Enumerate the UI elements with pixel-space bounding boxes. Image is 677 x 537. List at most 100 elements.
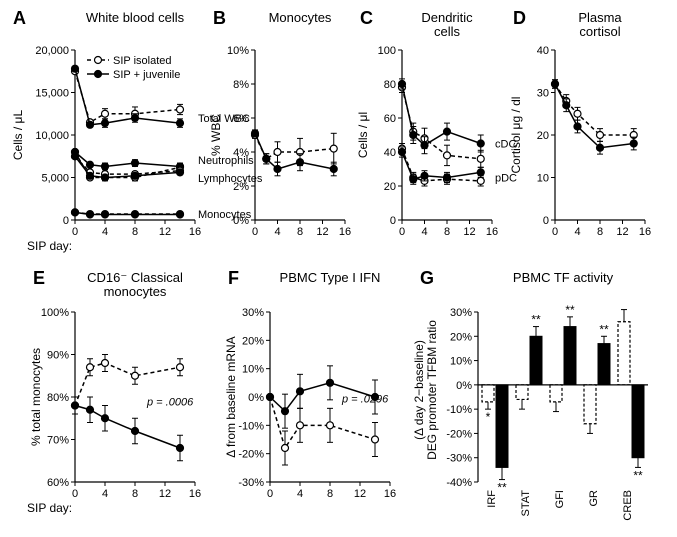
ytick-label: 40 — [384, 147, 396, 159]
xtick-label: 0 — [252, 226, 258, 238]
y-axis-label: Cortisol μg / dl — [509, 97, 523, 174]
ytick-label: -40% — [446, 477, 472, 489]
ytick-label: -30% — [238, 477, 264, 489]
xtick-label: 4 — [274, 226, 280, 238]
p-value: p = .0006 — [146, 397, 194, 409]
legend-juvenile: SIP + juvenile — [113, 69, 180, 81]
xtick-label: 12 — [463, 226, 475, 238]
panel-title: Monocytes — [269, 10, 332, 25]
panel-title: Plasma — [578, 10, 622, 25]
xtick-label: 4 — [102, 488, 108, 500]
panel-letter: A — [13, 8, 26, 28]
xtick-label: 16 — [339, 226, 351, 238]
category-label: GFI — [554, 490, 566, 508]
ytick-label: 6% — [233, 113, 249, 125]
panel-title: PBMC TF activity — [513, 270, 614, 285]
ytick-label: 30% — [242, 307, 264, 319]
sig-star: ** — [565, 303, 575, 317]
bar-iso — [584, 385, 596, 424]
ytick-label: 4% — [233, 147, 249, 159]
y-axis-label: Δ from baseline mRNA — [224, 336, 238, 457]
ytick-label: 30 — [537, 88, 549, 100]
ytick-label: 10,000 — [35, 130, 69, 142]
y-axis-label: % WBC — [209, 114, 223, 156]
ytick-label: 0 — [543, 215, 549, 227]
x-axis-label: SIP day: — [27, 239, 72, 253]
ytick-label: 0% — [456, 380, 472, 392]
xtick-label: 0 — [399, 226, 405, 238]
ytick-label: 0 — [63, 215, 69, 227]
ytick-label: 60% — [47, 477, 69, 489]
y-axis-label: (Δ day 2−baseline) — [412, 340, 426, 440]
panel-title: Dendritic — [421, 10, 473, 25]
xtick-label: 16 — [189, 488, 201, 500]
ytick-label: -10% — [446, 404, 472, 416]
sig-star: * — [486, 410, 491, 424]
xtick-label: 16 — [189, 226, 201, 238]
sig-star: ** — [633, 468, 643, 482]
ytick-label: -30% — [446, 453, 472, 465]
bar-iso — [618, 322, 630, 385]
ytick-label: 30% — [450, 307, 472, 319]
panel-letter: C — [360, 8, 373, 28]
panel-title: cortisol — [579, 24, 620, 39]
xtick-label: 8 — [132, 226, 138, 238]
ytick-label: -20% — [446, 428, 472, 440]
ytick-label: 100 — [378, 45, 396, 57]
ytick-label: 15,000 — [35, 88, 69, 100]
xtick-label: 8 — [132, 488, 138, 500]
ytick-label: 2% — [233, 181, 249, 193]
ytick-label: 20 — [384, 181, 396, 193]
panel-G: GPBMC TF activity-40%-30%-20%-10%0%10%20… — [412, 268, 648, 521]
bar-juv — [632, 385, 644, 458]
xtick-label: 0 — [267, 488, 273, 500]
category-label: IRF — [486, 490, 498, 508]
xtick-label: 16 — [486, 226, 498, 238]
xtick-label: 12 — [354, 488, 366, 500]
ytick-label: 60 — [384, 113, 396, 125]
ytick-label: 5,000 — [41, 173, 69, 185]
panel-D: DPlasmacortisol0102030400481216Cortisol … — [509, 8, 651, 238]
panel-letter: B — [213, 8, 226, 28]
xtick-label: 4 — [421, 226, 427, 238]
p-value: p = .0296 — [341, 394, 389, 406]
ytick-label: 8% — [233, 79, 249, 91]
y-axis-label: DEG promoter TFBM ratio — [425, 320, 439, 460]
series-label: Lymphocytes — [198, 173, 263, 185]
bar-iso — [516, 385, 528, 400]
bar-juv — [530, 336, 542, 385]
panel-letter: G — [420, 268, 434, 288]
xtick-label: 8 — [597, 226, 603, 238]
ytick-label: 100% — [41, 307, 69, 319]
legend-isolated: SIP isolated — [113, 55, 172, 67]
ytick-label: -10% — [238, 420, 264, 432]
ytick-label: 10% — [227, 45, 249, 57]
panel-title: CD16⁻ Classical — [87, 270, 183, 285]
panel-title: White blood cells — [86, 10, 185, 25]
ytick-label: 20% — [450, 331, 472, 343]
xtick-label: 8 — [297, 226, 303, 238]
bar-iso — [550, 385, 562, 402]
ytick-label: 10% — [242, 364, 264, 376]
ytick-label: -20% — [238, 449, 264, 461]
panel-letter: D — [513, 8, 526, 28]
ytick-label: 70% — [47, 435, 69, 447]
category-label: CREB — [622, 490, 634, 521]
legend: SIP isolated SIP + juvenile — [87, 55, 180, 81]
xtick-label: 8 — [327, 488, 333, 500]
xtick-label: 12 — [159, 488, 171, 500]
panel-title: monocytes — [104, 284, 167, 299]
xtick-label: 0 — [72, 488, 78, 500]
y-axis-label: Cells / μL — [11, 110, 25, 161]
xtick-label: 4 — [574, 226, 580, 238]
ytick-label: 20,000 — [35, 45, 69, 57]
y-axis-label: Cells / μl — [356, 112, 370, 158]
bar-juv — [496, 385, 508, 468]
xtick-label: 16 — [384, 488, 396, 500]
panel-title: cells — [434, 24, 461, 39]
ytick-label: 0 — [390, 215, 396, 227]
x-axis-label: SIP day: — [27, 501, 72, 515]
panel-letter: F — [228, 268, 239, 288]
ytick-label: 20 — [537, 130, 549, 142]
xtick-label: 0 — [552, 226, 558, 238]
